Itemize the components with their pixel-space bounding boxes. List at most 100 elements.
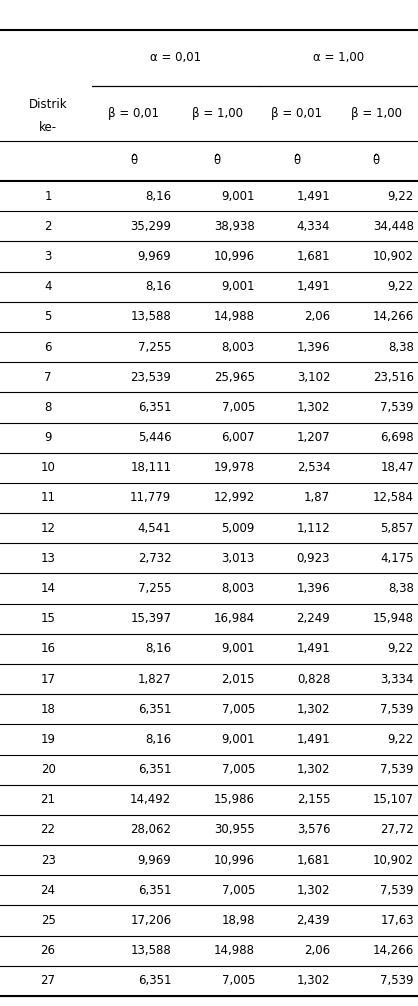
Text: 14,988: 14,988 xyxy=(214,311,255,323)
Text: 3: 3 xyxy=(44,250,52,263)
Text: 1,302: 1,302 xyxy=(297,884,330,896)
Text: 14,266: 14,266 xyxy=(372,945,414,957)
Text: α = 1,00: α = 1,00 xyxy=(313,51,364,64)
Text: 21: 21 xyxy=(41,794,56,806)
Text: 12,584: 12,584 xyxy=(373,492,414,504)
Text: β = 0,01: β = 0,01 xyxy=(271,107,322,120)
Text: 2,015: 2,015 xyxy=(222,673,255,685)
Text: 1,302: 1,302 xyxy=(297,764,330,776)
Text: 4,541: 4,541 xyxy=(138,522,171,534)
Text: 14: 14 xyxy=(41,582,56,595)
Text: 2,06: 2,06 xyxy=(304,945,330,957)
Text: 30,955: 30,955 xyxy=(214,824,255,836)
Text: 18,98: 18,98 xyxy=(222,914,255,927)
Text: θ̂: θ̂ xyxy=(130,155,138,167)
Text: 8,16: 8,16 xyxy=(145,190,171,202)
Text: 7,005: 7,005 xyxy=(222,884,255,896)
Text: 8,16: 8,16 xyxy=(145,281,171,293)
Text: 1,207: 1,207 xyxy=(297,432,330,444)
Text: 17,206: 17,206 xyxy=(130,914,171,927)
Text: θ̂: θ̂ xyxy=(372,155,380,167)
Text: 11: 11 xyxy=(41,492,56,504)
Text: 28,062: 28,062 xyxy=(130,824,171,836)
Text: 1,681: 1,681 xyxy=(297,854,330,866)
Text: 7,005: 7,005 xyxy=(222,764,255,776)
Text: 3,334: 3,334 xyxy=(380,673,414,685)
Text: 5,857: 5,857 xyxy=(380,522,414,534)
Text: 9,22: 9,22 xyxy=(387,643,414,655)
Text: 5,446: 5,446 xyxy=(138,432,171,444)
Text: 8,38: 8,38 xyxy=(388,582,414,595)
Text: 3,013: 3,013 xyxy=(222,552,255,564)
Text: 18,47: 18,47 xyxy=(380,462,414,474)
Text: 6,351: 6,351 xyxy=(138,884,171,896)
Text: 38,938: 38,938 xyxy=(214,220,255,232)
Text: 11,779: 11,779 xyxy=(130,492,171,504)
Text: 13,588: 13,588 xyxy=(131,945,171,957)
Text: 9,001: 9,001 xyxy=(222,733,255,745)
Text: 6: 6 xyxy=(44,341,52,353)
Text: 7,539: 7,539 xyxy=(380,401,414,413)
Text: 9,969: 9,969 xyxy=(138,854,171,866)
Text: 9,969: 9,969 xyxy=(138,250,171,263)
Text: 23,539: 23,539 xyxy=(130,371,171,383)
Text: 8,003: 8,003 xyxy=(222,341,255,353)
Text: 26: 26 xyxy=(41,945,56,957)
Text: β = 1,00: β = 1,00 xyxy=(351,107,402,120)
Text: 24: 24 xyxy=(41,884,56,896)
Text: 8,16: 8,16 xyxy=(145,733,171,745)
Text: 7,539: 7,539 xyxy=(380,764,414,776)
Text: 7,539: 7,539 xyxy=(380,703,414,715)
Text: 9,22: 9,22 xyxy=(387,733,414,745)
Text: α = 0,01: α = 0,01 xyxy=(150,51,201,64)
Text: 10,902: 10,902 xyxy=(373,250,414,263)
Text: 10: 10 xyxy=(41,462,56,474)
Text: 14,988: 14,988 xyxy=(214,945,255,957)
Text: 3,576: 3,576 xyxy=(297,824,330,836)
Text: 9: 9 xyxy=(44,432,52,444)
Text: 14,492: 14,492 xyxy=(130,794,171,806)
Text: 1,302: 1,302 xyxy=(297,975,330,987)
Text: 1,302: 1,302 xyxy=(297,401,330,413)
Text: 8,16: 8,16 xyxy=(145,643,171,655)
Text: 6,698: 6,698 xyxy=(380,432,414,444)
Text: θ̂: θ̂ xyxy=(293,155,301,167)
Text: 9,001: 9,001 xyxy=(222,643,255,655)
Text: 1,396: 1,396 xyxy=(297,582,330,595)
Text: 3,102: 3,102 xyxy=(297,371,330,383)
Text: 14,266: 14,266 xyxy=(372,311,414,323)
Text: 5,009: 5,009 xyxy=(222,522,255,534)
Text: 25,965: 25,965 xyxy=(214,371,255,383)
Text: 7,539: 7,539 xyxy=(380,975,414,987)
Text: 7,539: 7,539 xyxy=(380,884,414,896)
Text: 10,902: 10,902 xyxy=(373,854,414,866)
Text: 7,255: 7,255 xyxy=(138,582,171,595)
Text: 0,828: 0,828 xyxy=(297,673,330,685)
Text: 7: 7 xyxy=(44,371,52,383)
Text: Distrik: Distrik xyxy=(29,99,67,112)
Text: 15,986: 15,986 xyxy=(214,794,255,806)
Text: 2,249: 2,249 xyxy=(296,613,330,625)
Text: 13: 13 xyxy=(41,552,56,564)
Text: 15,107: 15,107 xyxy=(373,794,414,806)
Text: 2: 2 xyxy=(44,220,52,232)
Text: 16: 16 xyxy=(41,643,56,655)
Text: 15: 15 xyxy=(41,613,56,625)
Text: 12,992: 12,992 xyxy=(214,492,255,504)
Text: 2,06: 2,06 xyxy=(304,311,330,323)
Text: 1,112: 1,112 xyxy=(296,522,330,534)
Text: 4: 4 xyxy=(44,281,52,293)
Text: β = 0,01: β = 0,01 xyxy=(108,107,159,120)
Text: 5: 5 xyxy=(44,311,52,323)
Text: 19: 19 xyxy=(41,733,56,745)
Text: 1,302: 1,302 xyxy=(297,703,330,715)
Text: 9,22: 9,22 xyxy=(387,190,414,202)
Text: 1,491: 1,491 xyxy=(296,733,330,745)
Text: 34,448: 34,448 xyxy=(373,220,414,232)
Text: 13,588: 13,588 xyxy=(131,311,171,323)
Text: 9,001: 9,001 xyxy=(222,281,255,293)
Text: 1,681: 1,681 xyxy=(297,250,330,263)
Text: 2,732: 2,732 xyxy=(138,552,171,564)
Text: 1,827: 1,827 xyxy=(138,673,171,685)
Text: 2,155: 2,155 xyxy=(297,794,330,806)
